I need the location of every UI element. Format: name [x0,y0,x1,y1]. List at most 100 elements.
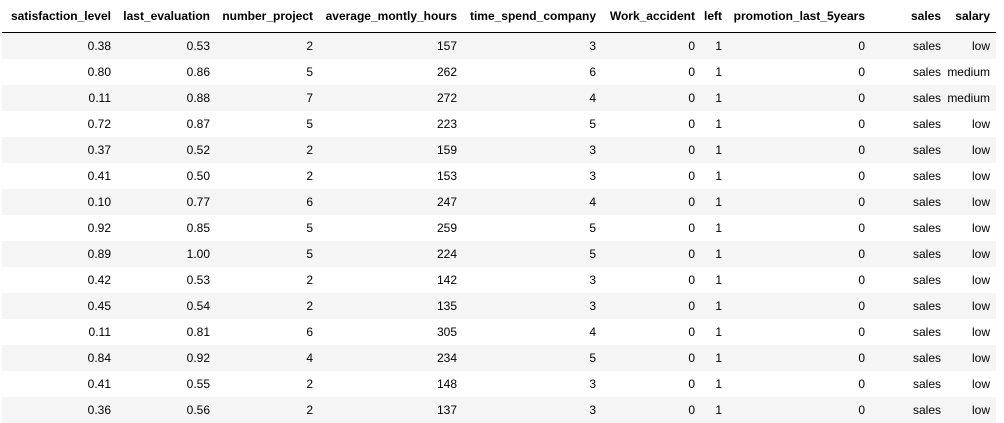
cell-work-accident: 0 [688,273,695,287]
cell-satisfaction-level: 0.38 [87,39,111,53]
cell-left: 1 [715,299,722,313]
cell-sales: sales [912,377,941,391]
cell-salary: low [971,195,990,209]
cell-salary: low [971,169,990,183]
cell-average-montly-hours: 247 [436,195,457,209]
cell-time-spend-company: 3 [589,39,596,53]
cell-sales: sales [912,299,941,313]
cell-average-montly-hours: 224 [436,247,457,261]
cell-salary: low [971,299,990,313]
cell-satisfaction-level: 0.45 [87,299,111,313]
cell-left: 1 [715,117,722,131]
cell-promotion-last-5years: 0 [858,39,865,53]
cell-average-montly-hours: 305 [436,325,457,339]
cell-work-accident: 0 [688,247,695,261]
column-header-sales: sales [871,0,947,33]
cell-time-spend-company: 3 [589,143,596,157]
cell-work-accident: 0 [688,91,695,105]
column-header-salary: salary [947,0,996,33]
column-header-average-montly-hours: average_montly_hours [319,0,463,33]
cell-satisfaction-level: 0.11 [88,91,111,105]
cell-sales: sales [912,91,941,105]
cell-salary: low [971,117,990,131]
cell-last-evaluation: 0.54 [186,299,210,313]
cell-average-montly-hours: 234 [436,351,457,365]
cell-sales: sales [912,195,941,209]
cell-time-spend-company: 5 [589,117,596,131]
cell-satisfaction-level: 0.89 [87,247,111,261]
cell-salary: low [971,143,990,157]
cell-left: 1 [715,39,722,53]
cell-left: 1 [715,65,722,79]
table-row: 0.41 0.55 2 148 3 0 1 0 sales low [2,371,996,397]
cell-salary: medium [947,65,990,79]
table-row: 0.41 0.50 2 153 3 0 1 0 sales low [2,163,996,189]
cell-promotion-last-5years: 0 [858,195,865,209]
cell-last-evaluation: 0.81 [186,325,210,339]
cell-time-spend-company: 6 [589,65,596,79]
cell-work-accident: 0 [688,403,695,417]
column-header-left: left [701,0,728,33]
table-row: 0.89 1.00 5 224 5 0 1 0 sales low [2,241,996,267]
cell-last-evaluation: 0.50 [186,169,210,183]
cell-number-project: 2 [306,39,313,53]
cell-salary: low [971,377,990,391]
cell-time-spend-company: 5 [589,247,596,261]
cell-work-accident: 0 [688,377,695,391]
cell-time-spend-company: 5 [589,221,596,235]
cell-salary: low [971,247,990,261]
cell-salary: low [971,221,990,235]
cell-average-montly-hours: 137 [436,403,457,417]
cell-satisfaction-level: 0.36 [87,403,111,417]
cell-work-accident: 0 [688,169,695,183]
cell-number-project: 4 [306,351,313,365]
cell-promotion-last-5years: 0 [858,65,865,79]
cell-sales: sales [912,169,941,183]
table-row: 0.38 0.53 2 157 3 0 1 0 sales low [2,32,996,59]
table-row: 0.10 0.77 6 247 4 0 1 0 sales low [2,189,996,215]
cell-time-spend-company: 3 [589,299,596,313]
cell-average-montly-hours: 272 [436,91,457,105]
cell-sales: sales [912,351,941,365]
cell-left: 1 [715,91,722,105]
cell-average-montly-hours: 153 [436,169,457,183]
table-header: satisfaction_level last_evaluation number_… [2,0,996,33]
cell-time-spend-company: 3 [589,169,596,183]
cell-work-accident: 0 [688,325,695,339]
cell-satisfaction-level: 0.80 [87,65,111,79]
cell-number-project: 2 [306,273,313,287]
cell-promotion-last-5years: 0 [858,299,865,313]
cell-time-spend-company: 3 [589,377,596,391]
table-row: 0.11 0.88 7 272 4 0 1 0 sales medium [2,85,996,111]
table-row: 0.84 0.92 4 234 5 0 1 0 sales low [2,345,996,371]
cell-last-evaluation: 0.86 [186,65,210,79]
cell-promotion-last-5years: 0 [858,273,865,287]
cell-promotion-last-5years: 0 [858,403,865,417]
table-row: 0.11 0.81 6 305 4 0 1 0 sales low [2,319,996,345]
cell-sales: sales [912,117,941,131]
cell-last-evaluation: 0.77 [186,195,210,209]
cell-sales: sales [912,65,941,79]
cell-salary: medium [947,91,990,105]
cell-time-spend-company: 5 [589,351,596,365]
header-row: satisfaction_level last_evaluation number_… [2,0,996,33]
cell-sales: sales [912,221,941,235]
cell-time-spend-company: 3 [589,273,596,287]
cell-number-project: 5 [306,65,313,79]
cell-average-montly-hours: 148 [436,377,457,391]
cell-number-project: 5 [306,117,313,131]
cell-left: 1 [715,221,722,235]
cell-work-accident: 0 [688,299,695,313]
cell-number-project: 6 [306,195,313,209]
cell-sales: sales [912,403,941,417]
column-header-satisfaction-level: satisfaction_level [2,0,117,33]
cell-last-evaluation: 0.52 [186,143,210,157]
table-row: 0.36 0.56 2 137 3 0 1 0 sales low [2,397,996,423]
cell-satisfaction-level: 0.41 [87,377,111,391]
cell-last-evaluation: 0.85 [186,221,210,235]
cell-sales: sales [912,247,941,261]
cell-sales: sales [912,143,941,157]
cell-work-accident: 0 [688,195,695,209]
cell-satisfaction-level: 0.41 [87,169,111,183]
